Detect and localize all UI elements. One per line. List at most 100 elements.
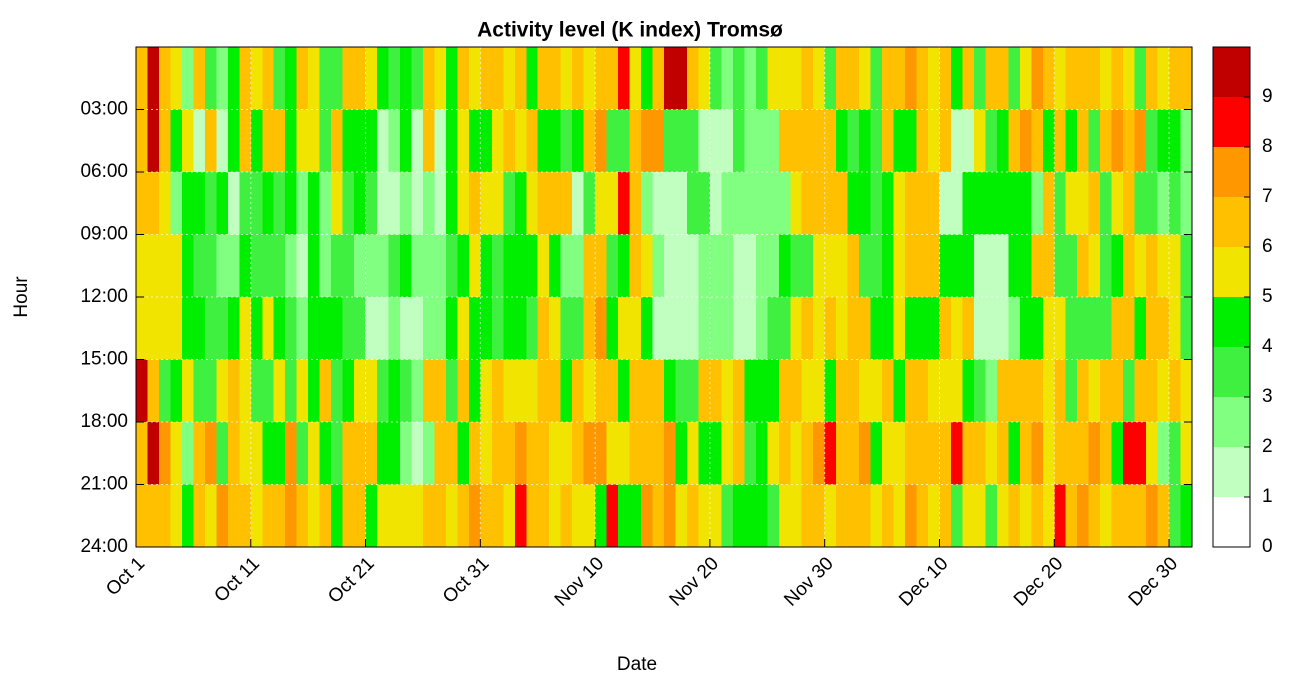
heatmap-cell bbox=[537, 109, 550, 173]
heatmap-cell bbox=[836, 422, 849, 486]
heatmap-cell bbox=[1077, 172, 1090, 236]
heatmap-cell bbox=[744, 47, 757, 111]
heatmap-cell bbox=[181, 484, 194, 548]
heatmap-cell bbox=[296, 484, 309, 548]
heatmap-cell bbox=[905, 234, 918, 298]
heatmap-cell bbox=[641, 422, 654, 486]
heatmap-cell bbox=[664, 234, 677, 298]
heatmap-cell bbox=[457, 297, 470, 361]
heatmap-cell bbox=[664, 422, 677, 486]
y-tick-label: 24:00 bbox=[80, 536, 128, 557]
heatmap-cell bbox=[939, 422, 952, 486]
heatmap-cell bbox=[882, 484, 895, 548]
heatmap-cell bbox=[491, 422, 504, 486]
heatmap-cell bbox=[468, 359, 481, 423]
heatmap-cell bbox=[893, 109, 906, 173]
heatmap-cell bbox=[882, 109, 895, 173]
heatmap-cell bbox=[664, 297, 677, 361]
y-tick-label: 18:00 bbox=[80, 411, 128, 432]
heatmap-cell bbox=[1123, 484, 1136, 548]
heatmap-cell bbox=[503, 484, 516, 548]
heatmap-cell bbox=[629, 297, 642, 361]
heatmap-cell bbox=[1111, 297, 1124, 361]
heatmap-cell bbox=[928, 297, 941, 361]
heatmap-cell bbox=[732, 484, 745, 548]
heatmap-cell bbox=[239, 359, 252, 423]
colorbar-swatch bbox=[1213, 497, 1250, 547]
heatmap-cell bbox=[480, 234, 493, 298]
heatmap-cell bbox=[916, 234, 929, 298]
heatmap-cell bbox=[801, 172, 814, 236]
heatmap-cell bbox=[709, 359, 722, 423]
heatmap-cell bbox=[882, 172, 895, 236]
heatmap-cell bbox=[950, 359, 964, 423]
heatmap-cell bbox=[480, 172, 493, 236]
heatmap-cell bbox=[526, 422, 539, 486]
heatmap-cell bbox=[790, 484, 803, 548]
heatmap-cell bbox=[537, 422, 550, 486]
heatmap-cell bbox=[377, 47, 390, 111]
heatmap-cell bbox=[836, 47, 849, 111]
heatmap-cell bbox=[583, 234, 596, 298]
heatmap-cell bbox=[388, 297, 401, 361]
heatmap-cell bbox=[262, 172, 275, 236]
heatmap-cell bbox=[1065, 422, 1078, 486]
heatmap-cell bbox=[1077, 359, 1090, 423]
heatmap-cell bbox=[1100, 109, 1113, 173]
heatmap-cell bbox=[790, 234, 803, 298]
heatmap-cell bbox=[1180, 422, 1193, 486]
heatmap-cell bbox=[996, 359, 1009, 423]
heatmap-cell bbox=[686, 422, 700, 486]
heatmap-cell bbox=[813, 234, 826, 298]
heatmap-cell bbox=[549, 422, 562, 486]
heatmap-cell bbox=[296, 359, 309, 423]
heatmap-cell bbox=[250, 172, 263, 236]
heatmap-cell bbox=[1134, 484, 1147, 548]
heatmap-cell bbox=[422, 172, 436, 236]
heatmap-cell bbox=[675, 297, 688, 361]
heatmap-cell bbox=[158, 359, 172, 423]
heatmap-cell bbox=[1169, 297, 1182, 361]
heatmap-cell bbox=[365, 47, 378, 111]
colorbar-tick-label: 4 bbox=[1262, 336, 1273, 357]
heatmap-cell bbox=[698, 47, 711, 111]
heatmap-cell bbox=[744, 172, 757, 236]
heatmap-cell bbox=[1169, 484, 1182, 548]
heatmap-cell bbox=[893, 297, 906, 361]
heatmap-cell bbox=[1088, 422, 1101, 486]
heatmap-cell bbox=[1042, 234, 1055, 298]
heatmap-cell bbox=[721, 359, 734, 423]
heatmap-cell bbox=[618, 47, 631, 111]
heatmap-cell bbox=[147, 422, 160, 486]
heatmap-cell bbox=[1100, 234, 1113, 298]
heatmap-cell bbox=[1169, 234, 1182, 298]
heatmap-cell bbox=[331, 47, 344, 111]
heatmap-cell bbox=[641, 47, 654, 111]
heatmap-cell bbox=[319, 234, 332, 298]
heatmap-cell bbox=[445, 297, 458, 361]
heatmap-cell bbox=[859, 422, 872, 486]
heatmap-cell bbox=[1077, 484, 1090, 548]
heatmap-cell bbox=[686, 172, 700, 236]
heatmap-cell bbox=[514, 47, 527, 111]
heatmap-cell bbox=[606, 47, 619, 111]
heatmap-cell bbox=[250, 422, 263, 486]
heatmap-cell bbox=[1157, 172, 1170, 236]
heatmap-cell bbox=[618, 234, 631, 298]
heatmap-cell bbox=[641, 234, 654, 298]
heatmap-cell bbox=[905, 172, 918, 236]
heatmap-cell bbox=[227, 234, 240, 298]
heatmap-cell bbox=[928, 234, 941, 298]
heatmap-cell bbox=[675, 47, 688, 111]
heatmap-cell bbox=[1169, 47, 1182, 111]
heatmap-cell bbox=[1157, 234, 1170, 298]
heatmap-cell bbox=[296, 234, 309, 298]
heatmap-cell bbox=[400, 172, 413, 236]
heatmap-cell bbox=[158, 109, 172, 173]
heatmap-cell bbox=[354, 422, 367, 486]
heatmap-cell bbox=[618, 297, 631, 361]
heatmap-cell bbox=[400, 47, 413, 111]
heatmap-cell bbox=[985, 422, 998, 486]
x-tick-label: Dec 30 bbox=[1125, 553, 1182, 610]
heatmap-cell bbox=[1146, 109, 1159, 173]
